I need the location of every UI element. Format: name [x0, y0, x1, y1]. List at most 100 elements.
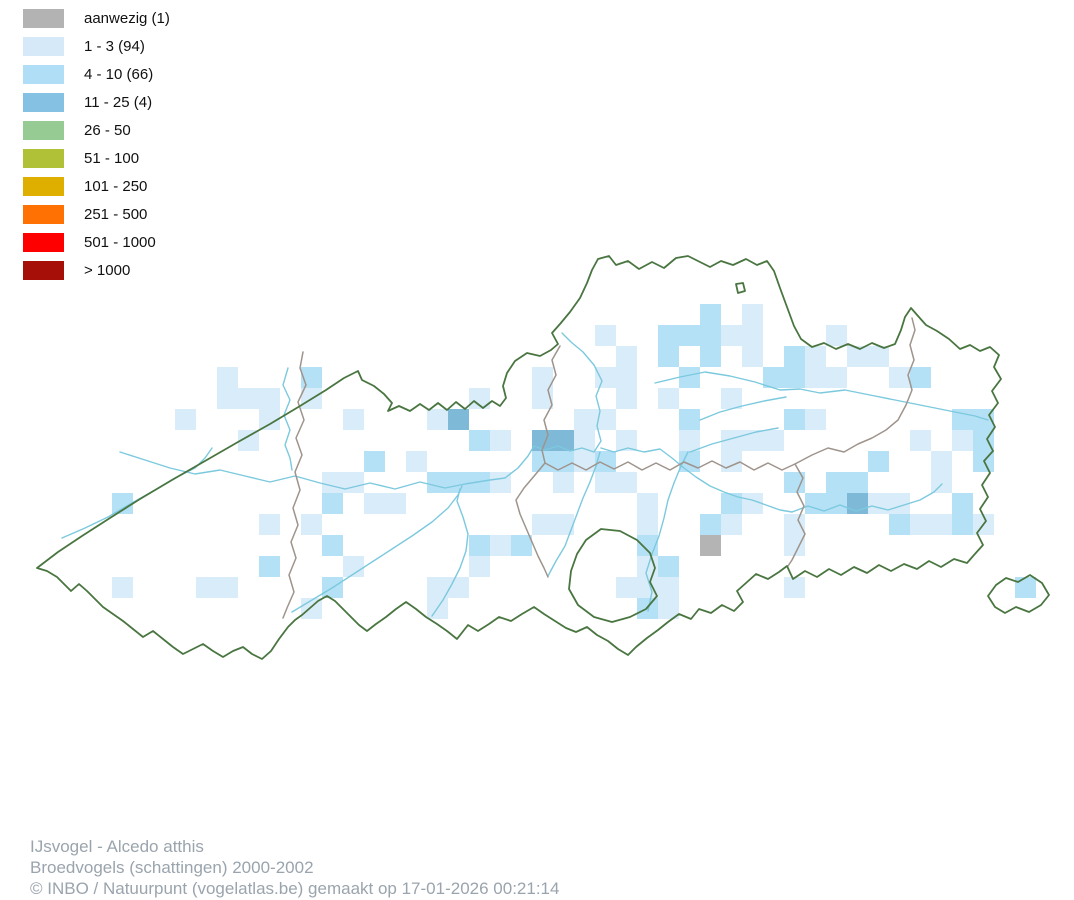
grid-cell — [700, 346, 721, 367]
grid-cell — [889, 367, 910, 388]
legend-item: 4 - 10 (66) — [23, 60, 170, 88]
grid-cell — [784, 472, 805, 493]
legend-label: 251 - 500 — [84, 205, 148, 223]
grid-cell — [658, 577, 679, 598]
grid-cell — [679, 325, 700, 346]
river-path — [791, 483, 943, 513]
province-border-path — [282, 351, 307, 619]
province-border-path — [541, 345, 561, 464]
grid-cell — [784, 514, 805, 535]
legend-swatch — [23, 36, 64, 56]
grid-cell — [217, 388, 238, 409]
province-borders — [282, 317, 916, 619]
grid-cell — [574, 430, 595, 451]
flanders-outline-path — [36, 255, 1002, 660]
grid-cell — [1015, 577, 1036, 598]
grid-cell — [679, 430, 700, 451]
legend-label: 51 - 100 — [84, 149, 140, 167]
grid-cell — [847, 472, 868, 493]
grid-cell — [301, 514, 322, 535]
legend-swatch — [23, 64, 64, 84]
grid-cell — [532, 388, 553, 409]
province-border-path — [515, 462, 549, 578]
river-path — [645, 451, 689, 612]
grid-cell — [448, 409, 469, 430]
legend-swatch — [23, 232, 64, 252]
legend-label: > 1000 — [84, 261, 131, 279]
grid-cell — [700, 514, 721, 535]
grid-cell — [616, 367, 637, 388]
caption-credit: © INBO / Natuurpunt (vogelatlas.be) gema… — [30, 879, 560, 898]
river-path — [61, 447, 213, 539]
grid-cell — [427, 409, 448, 430]
river-path — [600, 447, 793, 513]
legend-label: 26 - 50 — [84, 121, 131, 139]
grid-cell — [616, 577, 637, 598]
grid-cell — [595, 325, 616, 346]
grid-cell — [511, 535, 532, 556]
grid-cell — [658, 325, 679, 346]
grid-cell — [637, 577, 658, 598]
grid-cell — [595, 472, 616, 493]
river-path — [654, 371, 989, 421]
legend-item: 501 - 1000 — [23, 228, 170, 256]
grid-cell — [616, 430, 637, 451]
legend-item: 26 - 50 — [23, 116, 170, 144]
grid-cell — [616, 472, 637, 493]
grid-cell — [784, 577, 805, 598]
province-border-path — [544, 460, 796, 471]
grid-cell — [868, 346, 889, 367]
grid-cell — [637, 493, 658, 514]
grid-cell — [784, 346, 805, 367]
grid-cell — [658, 346, 679, 367]
legend-label: 4 - 10 (66) — [84, 65, 154, 83]
grid-cell — [868, 451, 889, 472]
legend-label: 11 - 25 (4) — [84, 93, 153, 111]
river-path — [504, 332, 603, 479]
grid-cell — [469, 472, 490, 493]
grid-cell — [805, 367, 826, 388]
grid-cell — [721, 388, 742, 409]
grid-cell — [721, 430, 742, 451]
grid-cell — [532, 451, 553, 472]
grid-cell — [658, 556, 679, 577]
grid-cell — [469, 430, 490, 451]
legend-item: 51 - 100 — [23, 144, 170, 172]
legend-item: > 1000 — [23, 256, 170, 284]
legend-label: 101 - 250 — [84, 177, 148, 195]
legend-item: 11 - 25 (4) — [23, 88, 170, 116]
grid-cell — [763, 430, 784, 451]
legend-item: aanwezig (1) — [23, 4, 170, 32]
grid-cell — [259, 388, 280, 409]
grid-cell — [532, 514, 553, 535]
grid-cell — [826, 325, 847, 346]
grid-cell — [322, 472, 343, 493]
grid-cell — [553, 472, 574, 493]
legend-label: 1 - 3 (94) — [84, 37, 145, 55]
grid-cell — [805, 493, 826, 514]
grid-cell — [385, 493, 406, 514]
grid-cell — [490, 535, 511, 556]
river-path — [547, 451, 601, 577]
grid-cell — [112, 493, 133, 514]
grid-cell — [742, 493, 763, 514]
grid-cell — [910, 514, 931, 535]
legend-swatch — [23, 120, 64, 140]
grid-cell — [238, 388, 259, 409]
grid-cell — [259, 409, 280, 430]
rivers — [61, 332, 989, 617]
grid-cell — [742, 346, 763, 367]
grid-cell — [343, 556, 364, 577]
grid-cell — [217, 367, 238, 388]
grid-cell — [742, 304, 763, 325]
legend-swatch — [23, 148, 64, 168]
grid-cell — [931, 451, 952, 472]
region-outline — [36, 255, 1050, 660]
grid-cell — [595, 367, 616, 388]
river-path — [699, 396, 787, 421]
caption-survey: Broedvogels (schattingen) 2000-2002 — [30, 858, 314, 877]
grid-cell — [700, 304, 721, 325]
grid-cell — [931, 472, 952, 493]
grid-cell — [742, 325, 763, 346]
